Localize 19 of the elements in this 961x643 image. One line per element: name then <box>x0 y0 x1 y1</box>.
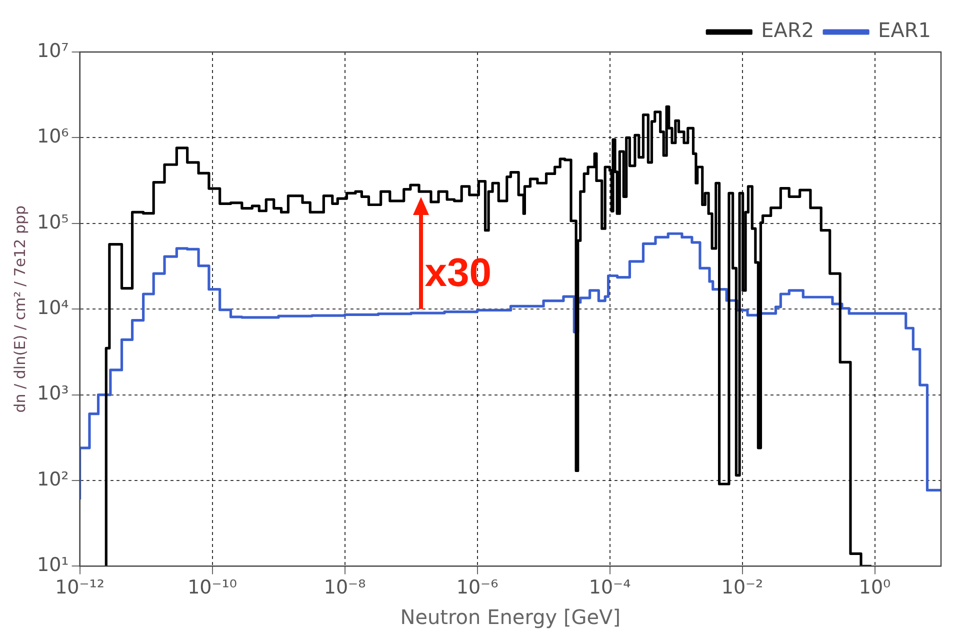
x-tick-label: 10⁻² <box>721 576 764 599</box>
x-tick-label: 10⁻⁸ <box>324 576 366 599</box>
x-tick-label: 10⁻¹⁰ <box>188 576 238 599</box>
x-tick-label: 10⁰ <box>858 576 891 599</box>
y-tick-label: 10⁵ <box>36 211 69 234</box>
y-axis-title: dn / dln(E) / cm² / 7e12 ppp <box>10 205 29 413</box>
annotation: x30 <box>424 251 492 296</box>
y-tick-label: 10⁷ <box>36 40 69 62</box>
y-tick-label: 10¹ <box>36 554 69 576</box>
x-axis-title: Neutron Energy [GeV] <box>400 605 621 630</box>
x-tick-label: 10⁻⁴ <box>588 576 632 599</box>
legend-label: EAR2 <box>761 18 814 42</box>
x-tick-label: 10⁻¹² <box>55 576 105 599</box>
y-tick-label: 10³ <box>36 382 69 405</box>
y-tick-label: 10⁶ <box>36 126 69 148</box>
x-tick-label: 10⁻⁶ <box>456 576 498 599</box>
legend-label: EAR1 <box>878 18 932 42</box>
y-tick-label: 10² <box>36 468 69 490</box>
y-tick-label: 10⁴ <box>36 297 70 320</box>
